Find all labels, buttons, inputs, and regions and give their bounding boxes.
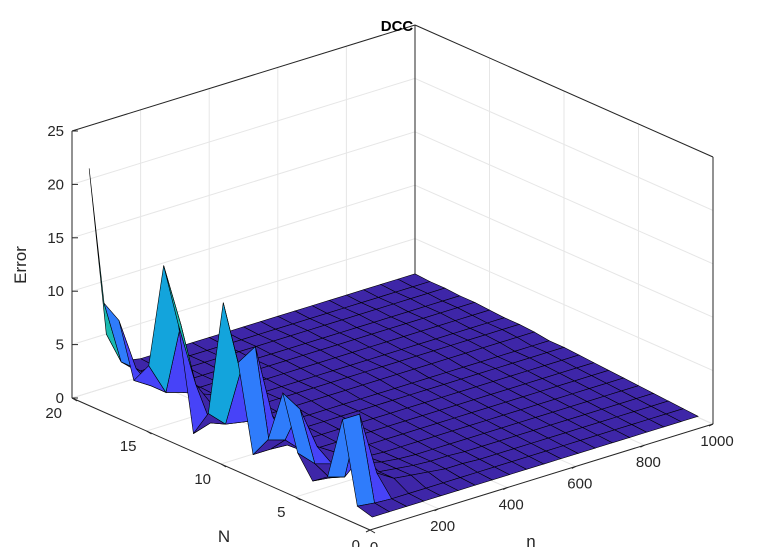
x-axis-label: n: [526, 532, 535, 547]
x-tick-mark: [502, 487, 508, 491]
y-tick-label: 5: [277, 504, 285, 521]
x-tick-mark: [640, 444, 645, 448]
x-tick-label: 600: [567, 475, 592, 492]
ticks-layer: 02004006008001000051015200510152025: [45, 123, 733, 547]
y-tick-label: 0: [352, 537, 360, 547]
z-tick-label: 15: [47, 230, 64, 247]
x-tick-mark: [571, 465, 577, 469]
axes-layer: [71, 24, 714, 531]
y-tick-mark: [220, 463, 227, 468]
grid-line: [414, 131, 714, 265]
x-tick-label: 0: [370, 539, 378, 547]
x-tick-label: 200: [430, 518, 455, 535]
y-tick-label: 20: [45, 405, 62, 422]
axis-line: [369, 423, 714, 531]
grid-line: [414, 77, 714, 211]
x-tick-mark: [708, 423, 714, 427]
x-tick-mark: [365, 529, 371, 533]
grid-line: [71, 131, 416, 239]
grid-line: [414, 238, 714, 372]
z-axis-label: Error: [11, 246, 30, 284]
y-tick-label: 15: [120, 438, 137, 455]
surface-facet: [356, 502, 391, 518]
y-tick-mark: [295, 496, 301, 501]
z-tick-label: 25: [47, 123, 64, 140]
z-tick-label: 10: [47, 283, 64, 300]
surface-layer: [88, 168, 699, 518]
z-tick-label: 20: [47, 176, 64, 193]
grid-line: [71, 238, 416, 346]
y-axis-label: N: [218, 527, 230, 546]
x-tick-label: 800: [636, 454, 661, 471]
axis-line: [71, 24, 416, 132]
z-tick-label: 5: [56, 337, 64, 354]
y-tick-label: 10: [194, 471, 211, 488]
x-tick-mark: [434, 508, 439, 512]
x-tick-label: 400: [499, 497, 524, 514]
y-tick-mark: [369, 529, 376, 534]
x-tick-label: 1000: [700, 433, 733, 450]
grid-line: [71, 77, 416, 185]
axis-line: [414, 24, 714, 158]
grid-line: [414, 184, 714, 318]
grid-line: [71, 184, 416, 292]
z-tick-label: 0: [56, 390, 64, 407]
chart-title: DCC: [381, 18, 414, 35]
y-tick-mark: [146, 430, 152, 435]
